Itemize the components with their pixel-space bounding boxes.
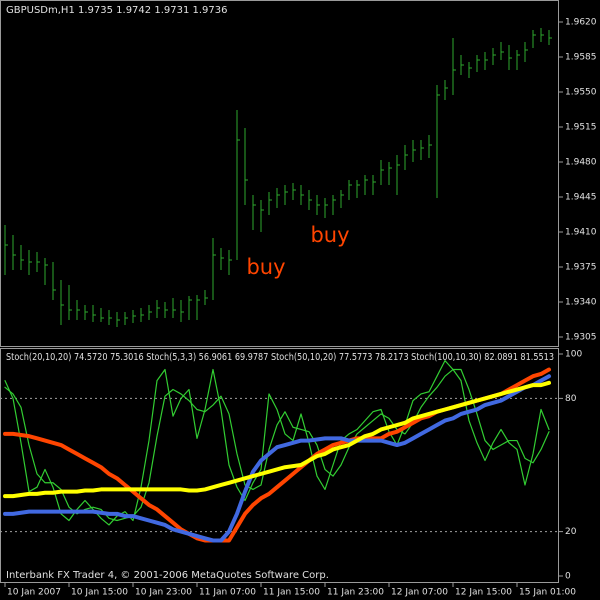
x-tick-label: 11 Jan 15:00 bbox=[263, 588, 320, 598]
y-tick-label: 100 bbox=[565, 349, 582, 359]
stoch-panel bbox=[0, 348, 559, 583]
y-tick-label: 1.9305 bbox=[565, 333, 597, 343]
x-tick-label: 10 Jan 15:00 bbox=[71, 588, 128, 598]
x-tick-label: 15 Jan 01:00 bbox=[519, 588, 576, 598]
footer: Interbank FX Trader 4, © 2001-2006 MetaQ… bbox=[6, 570, 329, 581]
y-tick-label: 20 bbox=[565, 527, 577, 537]
stoch-plot bbox=[0, 360, 558, 543]
price-title: GBPUSDm,H1 1.9735 1.9742 1.9731 1.9736 bbox=[6, 5, 227, 16]
y-tick-label: 1.9375 bbox=[565, 263, 597, 273]
price-plot bbox=[4, 28, 552, 327]
x-tick-label: 10 Jan 2007 bbox=[7, 588, 61, 598]
y-tick-label: 1.9340 bbox=[565, 298, 597, 308]
stoch-line bbox=[3, 374, 551, 543]
stoch-line bbox=[4, 368, 550, 522]
y-tick-label: 1.9445 bbox=[565, 193, 597, 203]
x-tick-label: 10 Jan 23:00 bbox=[135, 588, 192, 598]
y-tick-label: 1.9410 bbox=[565, 228, 597, 238]
stoch-line bbox=[3, 380, 551, 499]
x-tick-label: 11 Jan 23:00 bbox=[327, 588, 384, 598]
buy-annotation: buy bbox=[246, 255, 285, 279]
y-tick-label: 0 bbox=[565, 572, 571, 582]
y-tick-label: 1.9480 bbox=[565, 158, 597, 168]
price-panel bbox=[0, 0, 559, 347]
x-tick-label: 11 Jan 07:00 bbox=[199, 588, 256, 598]
x-tick-label: 12 Jan 15:00 bbox=[455, 588, 512, 598]
x-tick-label: 12 Jan 07:00 bbox=[391, 588, 448, 598]
y-tick-label: 80 bbox=[565, 394, 577, 404]
buy-annotation: buy bbox=[310, 223, 349, 247]
axes: 1.9305 1.9340 1.9375 1.9410 1.9445 1.9480 1.95… bbox=[4, 18, 597, 598]
stoch-line bbox=[3, 367, 551, 543]
stoch-title: Stoch(20,10,20) 74.5720 75.3016 Stoch(5,… bbox=[6, 352, 554, 363]
y-tick-label: 1.9620 bbox=[565, 18, 597, 28]
y-tick-label: 1.9585 bbox=[565, 53, 597, 63]
y-tick-label: 1.9515 bbox=[565, 123, 597, 133]
y-tick-label: 1.9550 bbox=[565, 88, 597, 98]
